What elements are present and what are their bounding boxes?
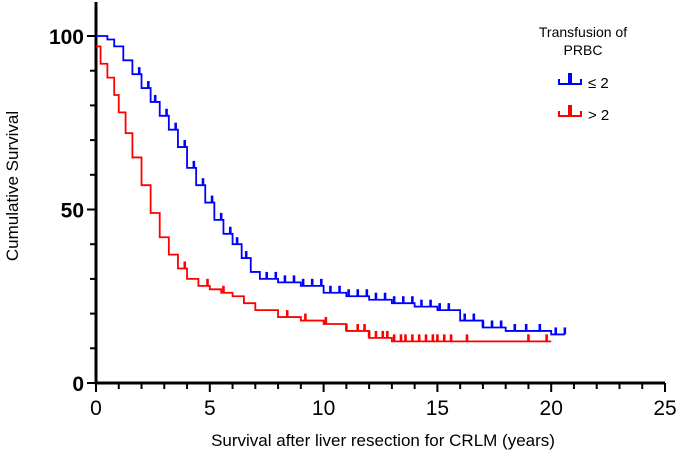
legend-label: > 2 [588,107,609,124]
series-2 [96,45,552,343]
legend-entry: ≤ 2 [558,73,609,92]
x-tick-label: 25 [653,397,676,420]
series-line [96,45,552,343]
series-layer [96,35,567,343]
y-tick-label: 100 [49,26,84,49]
legend: Transfusion of PRBC ≤ 2 > 2 [539,24,627,124]
x-tick-label: 10 [312,397,335,420]
x-tick-label: 20 [540,397,563,420]
x-tick-label: 5 [204,397,216,420]
legend-title-line-1: Transfusion of [539,24,627,40]
legend-label: ≤ 2 [588,75,609,92]
y-tick-label: 50 [61,200,84,223]
y-tick-label: 0 [72,373,84,396]
x-axis-label: Survival after liver resection for CRLM … [211,431,555,450]
y-axis-label: Cumulative Survival [3,111,22,261]
y-ticks: 0 50 100 [49,26,96,396]
series-1 [96,35,567,336]
x-tick-label: 0 [90,397,102,420]
legend-title-line-2: PRBC [564,42,603,58]
x-tick-label: 15 [426,397,449,420]
series-line [96,35,565,336]
legend-entry: > 2 [558,105,609,124]
x-ticks: 0 5 10 15 20 25 [90,383,677,420]
axes: 0 50 100 0 5 10 15 20 25 [49,2,677,420]
legend-entries: ≤ 2 > 2 [558,73,609,124]
